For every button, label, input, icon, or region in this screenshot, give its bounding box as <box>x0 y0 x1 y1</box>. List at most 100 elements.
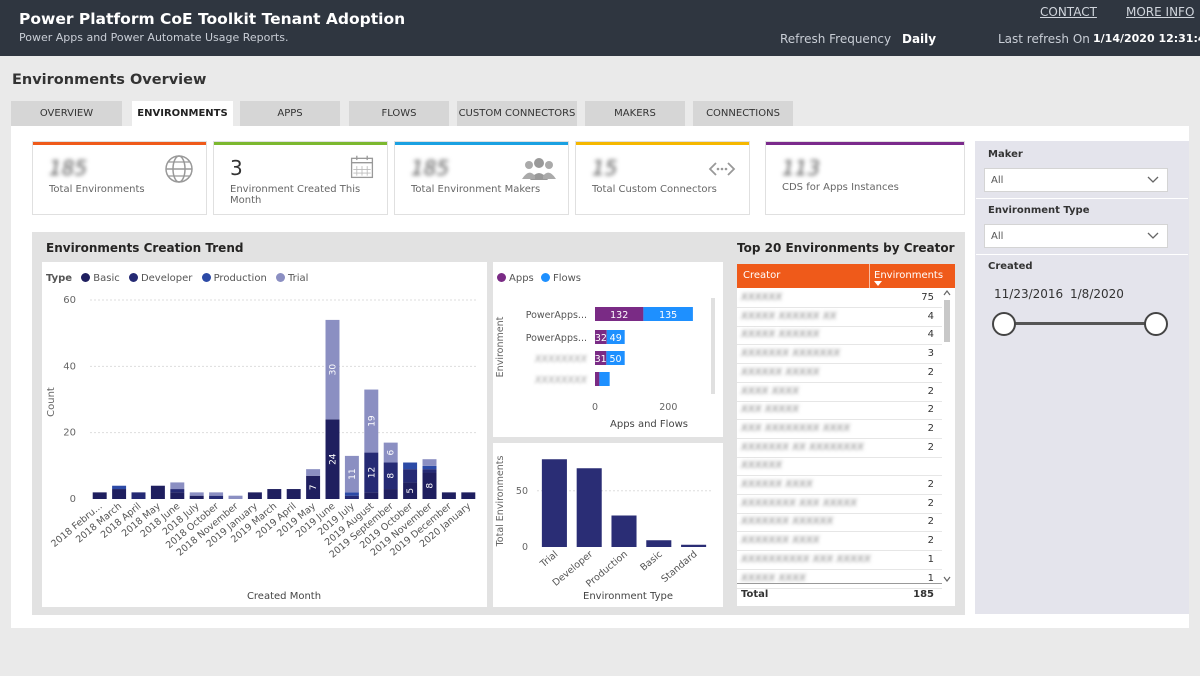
tab-overview[interactable]: OVERVIEW <box>11 101 122 126</box>
scroll-thumb[interactable] <box>944 300 950 342</box>
column-header-environments[interactable]: Environments <box>874 270 944 281</box>
y-tick-label: PowerApps... <box>526 333 587 344</box>
table-row[interactable]: XXXXXX XXXXX 2 <box>737 364 942 383</box>
data-label: 7 <box>309 485 319 491</box>
environment-count: 2 <box>927 366 934 378</box>
bar-basic <box>364 492 379 499</box>
card-total-custom-connectors: 15 Total Custom Connectors <box>575 141 750 215</box>
chevron-down-icon <box>1147 232 1159 239</box>
bar-standard <box>681 544 707 547</box>
legend-item-basic[interactable]: Basic <box>81 273 120 284</box>
legend-item-developer[interactable]: Developer <box>128 273 192 284</box>
tab-environments[interactable]: ENVIRONMENTS <box>132 101 233 126</box>
x-tick-label: 0 <box>592 402 598 413</box>
table-row[interactable]: XXXXX XXXXXX XX 4 <box>737 308 942 327</box>
data-label: 8 <box>387 473 397 479</box>
card-value: 113 <box>782 156 821 180</box>
x-tick-label: Trial <box>538 549 561 571</box>
table-row[interactable]: XXXXXX 75 <box>737 289 942 308</box>
data-label: 32 <box>595 333 607 344</box>
apps-flows-chart-container: Apps Flows Environment PowerApps... 132 135… <box>493 262 723 437</box>
card-accent-bar <box>576 142 749 145</box>
env-type-filter-dropdown[interactable]: All <box>984 224 1168 248</box>
bar-apps <box>595 307 644 321</box>
report-subtitle: Power Apps and Power Automate Usage Repo… <box>19 31 289 44</box>
data-label: 132 <box>610 310 628 321</box>
scroll-down-icon[interactable] <box>942 574 952 584</box>
column-header-creator[interactable]: Creator <box>743 270 781 281</box>
y-tick-label: 0 <box>522 542 528 553</box>
data-label: 50 <box>609 354 621 365</box>
contact-link[interactable]: CONTACT <box>1040 5 1097 19</box>
table-row[interactable]: XXXXX XXXX 1 <box>737 570 942 589</box>
date-end-value[interactable]: 1/8/2020 <box>1070 287 1124 301</box>
tab-makers[interactable]: MAKERS <box>585 101 685 126</box>
date-range-slider[interactable] <box>1004 322 1156 325</box>
table-row[interactable]: XXXXXX XXXX 2 <box>737 476 942 495</box>
table-row[interactable]: XXXXXXX XXXXXXX 3 <box>737 345 942 365</box>
total-value: 185 <box>913 589 934 600</box>
creator-name: XXXXXXXXXX XXX XXXXX <box>741 553 871 565</box>
top20-title: Top 20 Environments by Creator <box>737 241 955 255</box>
bar-basic <box>247 492 262 499</box>
apps-flows-legend: Apps Flows <box>497 273 581 284</box>
page-title: Environments Overview <box>12 72 207 88</box>
bar-trial <box>306 469 321 476</box>
table-row[interactable]: XXXXXXX XXXXXX 2 <box>737 513 942 533</box>
bar-basic <box>189 495 204 499</box>
table-row[interactable]: XXXXXXX XXXX 2 <box>737 532 942 552</box>
table-scrollbar[interactable] <box>942 288 952 584</box>
table-row[interactable]: XXX XXXXX 2 <box>737 401 942 421</box>
date-slider-start-handle[interactable] <box>992 312 1016 336</box>
data-label: 5 <box>406 488 416 494</box>
legend-item-apps[interactable]: Apps <box>497 273 534 284</box>
table-row[interactable]: XXXXX XXXXXX 4 <box>737 326 942 346</box>
table-row[interactable]: XXXX XXXX 2 <box>737 383 942 402</box>
environment-count: 2 <box>927 404 934 416</box>
table-row[interactable]: XXXXXXX XX XXXXXXXX 2 <box>737 439 942 458</box>
table-row[interactable]: XXX XXXXXXXX XXXX 2 <box>737 420 942 439</box>
table-row[interactable]: XXXXXX <box>737 457 942 477</box>
scroll-up-icon[interactable] <box>942 288 952 298</box>
date-start-value[interactable]: 11/23/2016 <box>994 287 1064 301</box>
tab-connections[interactable]: CONNECTIONS <box>693 101 793 126</box>
y-tick-label: 40 <box>63 361 76 372</box>
bar-basic <box>170 492 185 499</box>
tab-apps[interactable]: APPS <box>240 101 340 126</box>
legend-item-flows[interactable]: Flows <box>540 273 581 284</box>
table-row[interactable]: XXXXXXXX XXX XXXXX 2 <box>737 495 942 514</box>
filter-pane <box>975 141 1189 614</box>
bar-trial <box>364 389 379 453</box>
trend-chart-title: Environments Creation Trend <box>46 241 244 255</box>
creator-name: XXXXXXXX XXX XXXXX <box>741 497 857 509</box>
data-label: 6 <box>387 449 397 455</box>
legend-item-trial[interactable]: Trial <box>275 273 308 284</box>
data-label: 30 <box>329 364 339 376</box>
card-accent-bar <box>33 142 206 145</box>
environment-count: 2 <box>927 441 934 453</box>
table-row[interactable]: XXXXXXXXXX XXX XXXXX 1 <box>737 551 942 570</box>
table-header: Creator Environments <box>737 264 955 288</box>
more-info-link[interactable]: MORE INFO <box>1126 5 1195 19</box>
bar-production <box>403 462 418 470</box>
y-tick-label: 60 <box>63 295 76 306</box>
date-slider-end-handle[interactable] <box>1144 312 1168 336</box>
legend-item-production[interactable]: Production <box>201 273 267 284</box>
env-type-filter-value: All <box>991 231 1004 242</box>
tab-flows[interactable]: FLOWS <box>349 101 449 126</box>
apps-flows-chart: Environment PowerApps... 132 135 PowerApps..… <box>495 298 715 430</box>
maker-filter-dropdown[interactable]: All <box>984 168 1168 192</box>
card-environments-created-this-month: 3 Environment Created This Month <box>213 141 388 215</box>
bar-flows <box>606 330 625 344</box>
y-axis-label: Environment <box>495 316 506 377</box>
report-header: Power Platform CoE Toolkit Tenant Adopti… <box>0 0 1200 56</box>
environment-count: 4 <box>927 310 934 322</box>
environment-count: 2 <box>927 497 934 509</box>
tab-custom-connectors[interactable]: CUSTOM CONNECTORS <box>457 101 577 126</box>
bar-production <box>112 485 127 490</box>
bar-production <box>422 465 437 470</box>
x-axis-label: Environment Type <box>583 591 673 602</box>
data-label: 49 <box>610 333 622 344</box>
bar-developer <box>131 492 146 499</box>
x-axis-label: Apps and Flows <box>610 419 688 430</box>
